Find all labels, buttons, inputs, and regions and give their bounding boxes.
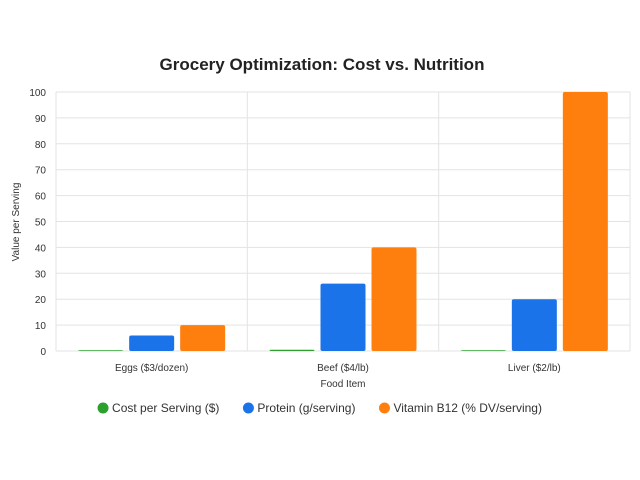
x-tick-label: Beef ($4/lb) xyxy=(317,363,369,374)
y-tick-label: 40 xyxy=(35,243,47,254)
y-axis-label: Value per Serving xyxy=(11,183,22,262)
bar-0-2 xyxy=(180,325,226,351)
bar-1-1 xyxy=(320,283,366,351)
y-tick-label: 20 xyxy=(35,295,47,306)
y-tick-label: 70 xyxy=(35,166,47,177)
bar-1-0 xyxy=(269,349,315,351)
y-tick-label: 0 xyxy=(40,347,46,358)
grid-lines xyxy=(55,91,631,352)
chart-title: Grocery Optimization: Cost vs. Nutrition xyxy=(160,55,485,74)
x-axis-ticks: Eggs ($3/dozen) Beef ($4/lb) Liver ($2/lb) xyxy=(115,363,561,374)
legend-marker-1 xyxy=(242,402,254,414)
bar-1-2 xyxy=(371,247,417,351)
y-axis-ticks: 0 10 20 30 40 50 60 70 80 90 100 xyxy=(29,88,46,358)
bars xyxy=(78,92,608,351)
y-tick-label: 60 xyxy=(35,192,47,203)
legend-label-0: Cost per Serving ($) xyxy=(112,401,219,415)
y-tick-label: 90 xyxy=(35,114,47,125)
y-tick-label: 30 xyxy=(35,269,47,280)
x-tick-label: Eggs ($3/dozen) xyxy=(115,363,188,374)
y-tick-label: 80 xyxy=(35,140,47,151)
x-tick-label: Liver ($2/lb) xyxy=(508,363,561,374)
bar-2-2 xyxy=(562,92,608,351)
bar-2-0 xyxy=(460,350,506,351)
legend: Cost per Serving ($) Protein (g/serving) V… xyxy=(97,401,542,415)
legend-marker-2 xyxy=(378,402,390,414)
legend-label-2: Vitamin B12 (% DV/serving) xyxy=(393,401,542,415)
bar-0-0 xyxy=(78,350,124,351)
legend-marker-0 xyxy=(97,402,109,414)
y-tick-label: 10 xyxy=(35,321,47,332)
bar-0-1 xyxy=(129,335,175,351)
y-tick-label: 50 xyxy=(35,218,47,229)
legend-label-1: Protein (g/serving) xyxy=(257,401,355,415)
bar-2-1 xyxy=(511,299,557,351)
y-tick-label: 100 xyxy=(29,88,46,99)
x-axis-label: Food Item xyxy=(320,379,365,390)
